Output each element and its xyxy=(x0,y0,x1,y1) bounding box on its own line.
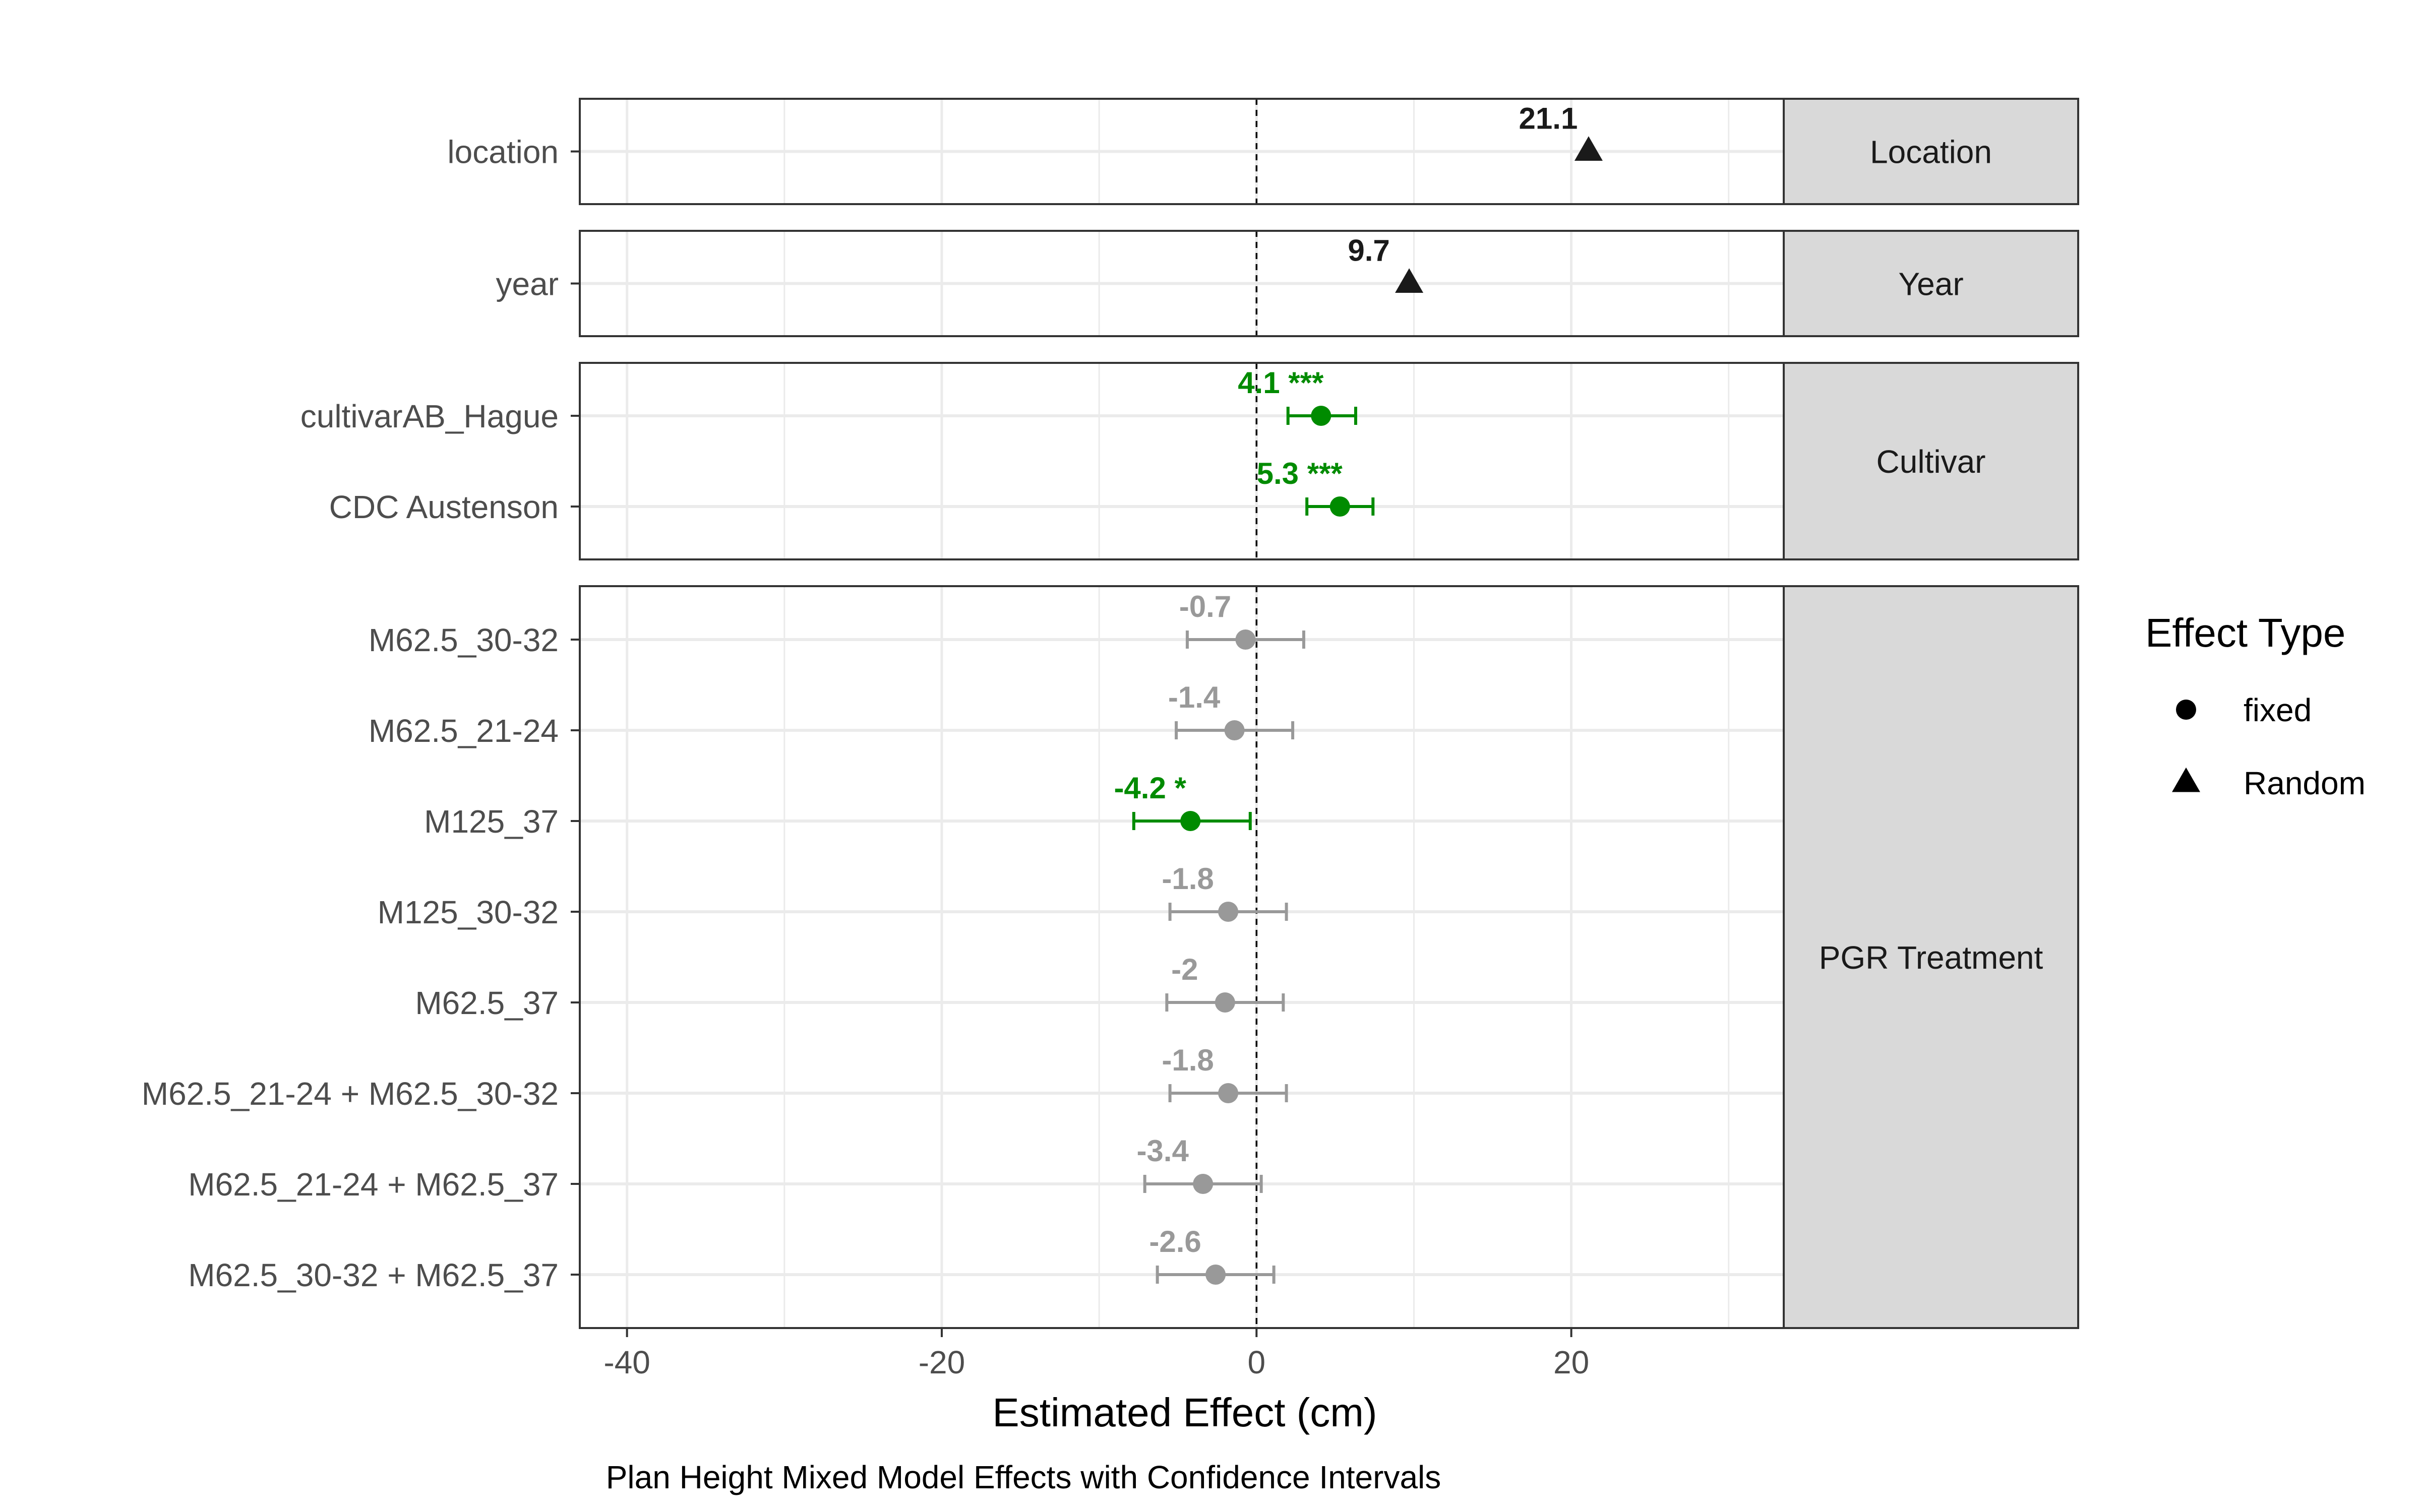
data-label: 4.1 *** xyxy=(1238,366,1324,400)
y-tick-label: M125_37 xyxy=(424,803,559,840)
point-circle xyxy=(1180,811,1201,831)
legend-key-triangle xyxy=(2172,767,2200,792)
chart-caption: Plan Height Mixed Model Effects with Con… xyxy=(606,1459,1441,1495)
y-tick-label: M62.5_21-24 + M62.5_37 xyxy=(188,1166,559,1203)
data-label: -4.2 * xyxy=(1114,771,1186,805)
facet-strip xyxy=(1783,230,2079,337)
panels-layer: location 21.1 Location year 9.7 Year cultivarA… xyxy=(142,98,2079,1329)
data-label: 9.7 xyxy=(1348,234,1389,268)
y-tick-label: M62.5_30-32 xyxy=(369,622,559,658)
data-label: -2.6 xyxy=(1149,1225,1201,1258)
data-label: -2 xyxy=(1171,953,1198,986)
x-tick-label: 0 xyxy=(1247,1344,1265,1380)
point-circle xyxy=(1205,1265,1226,1285)
point-circle xyxy=(1215,992,1235,1013)
legend-title: Effect Type xyxy=(2145,610,2345,655)
y-tick-label: M62.5_21-24 + M62.5_30-32 xyxy=(142,1076,559,1112)
point-triangle xyxy=(1395,268,1424,293)
facet-strip-label: PGR Treatment xyxy=(1819,939,2043,976)
panel-background xyxy=(580,586,1784,1328)
panel-background xyxy=(580,363,1784,559)
facet-strip-label: Cultivar xyxy=(1877,444,1986,480)
legend-key-circle xyxy=(2176,700,2196,720)
y-tick-label: location xyxy=(447,134,559,170)
x-axis: -40 -20 0 20 xyxy=(603,1328,1589,1380)
point-circle xyxy=(1218,1083,1239,1103)
y-tick-label: year xyxy=(496,266,559,302)
facet-panel-location: location 21.1 Location xyxy=(447,98,2079,205)
facet-strip xyxy=(1783,362,2079,560)
facet-strip-label: Location xyxy=(1870,134,1992,170)
x-tick-label: -40 xyxy=(603,1344,650,1380)
facet-strip xyxy=(1783,98,2079,205)
data-label: -1.8 xyxy=(1162,862,1214,896)
data-label: -0.7 xyxy=(1179,590,1231,623)
facet-panel-pgr-treatment: M62.5_30-32 -0.7 M62.5_21-24 -1.4 M125_37 -4.… xyxy=(142,585,2079,1329)
legend: Effect Type fixed Random xyxy=(2145,610,2366,801)
y-tick-label: M125_30-32 xyxy=(378,894,559,930)
point-circle xyxy=(1235,629,1256,650)
facet-panel-cultivar: cultivarAB_Hague 4.1 *** CDC Austenson 5.3 … xyxy=(300,362,2079,560)
point-circle xyxy=(1218,902,1239,922)
legend-entry-label: fixed xyxy=(2244,692,2312,728)
facet-strip xyxy=(1783,585,2079,1329)
x-axis-title: Estimated Effect (cm) xyxy=(992,1390,1377,1435)
data-label: 5.3 *** xyxy=(1257,457,1343,490)
x-tick-label: 20 xyxy=(1553,1344,1589,1380)
legend-entry-label: Random xyxy=(2244,765,2366,801)
point-circle xyxy=(1193,1174,1214,1194)
x-tick-label: -20 xyxy=(919,1344,965,1380)
point-circle xyxy=(1329,496,1350,517)
y-tick-label: M62.5_37 xyxy=(415,985,559,1021)
facet-strip-label: Year xyxy=(1898,266,1963,302)
data-label: 21.1 xyxy=(1519,102,1578,136)
y-tick-label: M62.5_30-32 + M62.5_37 xyxy=(188,1257,559,1293)
y-tick-label: CDC Austenson xyxy=(329,489,559,525)
y-tick-label: M62.5_21-24 xyxy=(369,713,559,749)
data-label: -1.8 xyxy=(1162,1043,1214,1077)
y-tick-label: cultivarAB_Hague xyxy=(300,398,559,434)
data-label: -1.4 xyxy=(1168,680,1221,714)
point-circle xyxy=(1311,406,1332,426)
point-triangle xyxy=(1574,136,1603,161)
point-circle xyxy=(1224,720,1245,740)
data-label: -3.4 xyxy=(1136,1134,1189,1168)
facet-panel-year: year 9.7 Year xyxy=(496,230,2079,337)
